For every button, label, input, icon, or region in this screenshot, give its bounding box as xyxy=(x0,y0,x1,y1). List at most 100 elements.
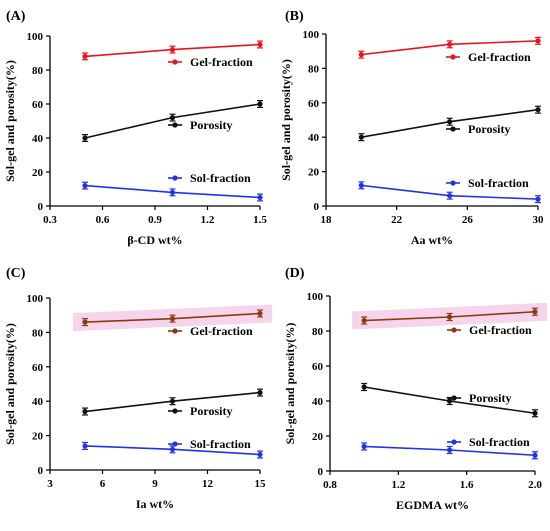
legend-label: Gel-fraction xyxy=(469,323,532,337)
legend-label: Porosity xyxy=(190,404,232,418)
series-gel-fraction xyxy=(358,36,541,59)
legend-label: Sol-fraction xyxy=(469,435,530,449)
x-tick-label: 6 xyxy=(100,478,106,490)
legend-swatch-marker xyxy=(450,180,456,186)
data-point xyxy=(358,182,364,188)
panel-label: (B) xyxy=(285,9,304,24)
chart-panel-4: 0 20 40 60 80 100 0.8 1.2 1.6 2.0 EGDMA wt% Sol-gel… xyxy=(283,266,547,512)
x-tick-label: 1.2 xyxy=(391,479,405,491)
y-tick-label: 80 xyxy=(32,65,44,77)
legend-item-porosity: Porosity xyxy=(168,118,232,132)
legend-swatch-marker xyxy=(172,441,178,447)
legend-label: Gel-fraction xyxy=(190,324,253,338)
data-point xyxy=(169,446,176,452)
y-tick-label: 100 xyxy=(307,291,324,303)
series-porosity xyxy=(361,382,538,418)
y-tick-label: 0 xyxy=(38,201,44,213)
data-point xyxy=(447,41,453,47)
data-point xyxy=(169,47,176,53)
legend-item-sol-fraction: Sol-fraction xyxy=(446,176,529,190)
x-axis-title: EGDMA wt% xyxy=(396,498,469,512)
data-point xyxy=(358,52,364,58)
series-gel-fraction xyxy=(82,309,263,327)
legend-swatch-marker xyxy=(172,408,178,414)
y-tick-label: 40 xyxy=(32,396,44,408)
data-point xyxy=(82,53,88,60)
y-tick-label: 20 xyxy=(32,167,44,179)
panel-label: (A) xyxy=(6,9,26,24)
data-point xyxy=(535,38,541,44)
data-point xyxy=(446,447,453,453)
data-point xyxy=(169,115,176,121)
legend-item-gel-fraction: Gel-fraction xyxy=(447,323,532,337)
legend-label: Sol-fraction xyxy=(190,437,251,451)
legend-item-gel-fraction: Gel-fraction xyxy=(168,55,253,69)
legend-label: Sol-fraction xyxy=(468,176,529,190)
data-point xyxy=(446,314,453,320)
x-tick-label: 0.3 xyxy=(43,214,57,226)
legend-swatch-marker xyxy=(172,328,178,334)
x-tick-label: 1.5 xyxy=(253,214,267,226)
y-tick-label: 100 xyxy=(27,31,44,43)
data-point xyxy=(361,317,367,324)
x-tick-label: 0.8 xyxy=(323,479,337,491)
data-point xyxy=(446,398,453,404)
legend-swatch-marker xyxy=(172,59,178,65)
legend-swatch-marker xyxy=(450,54,456,60)
x-tick-label: 26 xyxy=(462,214,474,226)
data-point xyxy=(82,319,88,325)
x-tick-label: 9 xyxy=(152,478,158,490)
data-point xyxy=(447,119,453,125)
y-axis-title: Sol-gel and porosity(%) xyxy=(3,323,17,445)
y-tick-label: 0 xyxy=(38,465,44,477)
series-sol-fraction xyxy=(358,181,541,204)
series-sol-fraction xyxy=(82,181,263,202)
x-tick-label: 0.6 xyxy=(96,214,110,226)
data-point xyxy=(535,107,541,113)
legend-label: Gel-fraction xyxy=(468,50,531,64)
data-point xyxy=(532,410,538,416)
y-tick-label: 40 xyxy=(32,133,44,145)
legend-item-porosity: Porosity xyxy=(447,391,511,405)
series-sol-fraction xyxy=(82,441,263,459)
legend-label: Sol-fraction xyxy=(190,171,251,185)
y-axis-title: Sol-gel and porosity(%) xyxy=(279,59,293,181)
y-tick-label: 80 xyxy=(308,63,320,75)
legend-label: Gel-fraction xyxy=(190,55,253,69)
y-tick-label: 0 xyxy=(314,201,320,213)
y-tick-label: 40 xyxy=(308,132,320,144)
panel-label: (C) xyxy=(6,266,26,281)
y-tick-label: 80 xyxy=(312,326,324,338)
data-point xyxy=(358,134,364,140)
legend-swatch-marker xyxy=(451,327,457,333)
series-sol-fraction xyxy=(361,442,538,460)
legend-item-gel-fraction: Gel-fraction xyxy=(168,324,253,338)
legend-label: Porosity xyxy=(469,391,511,405)
y-axis-title: Sol-gel and porosity(%) xyxy=(3,60,17,182)
data-point xyxy=(257,101,263,107)
data-point xyxy=(532,309,538,315)
legend-item-sol-fraction: Sol-fraction xyxy=(168,437,251,451)
data-point xyxy=(257,451,263,458)
legend-label: Porosity xyxy=(468,122,510,136)
legend-swatch-marker xyxy=(451,439,457,445)
data-point xyxy=(82,183,88,189)
legend-swatch-marker xyxy=(172,122,178,128)
x-tick-label: 1.6 xyxy=(460,479,474,491)
legend-item-gel-fraction: Gel-fraction xyxy=(446,50,531,64)
y-tick-label: 80 xyxy=(32,327,44,339)
legend-item-sol-fraction: Sol-fraction xyxy=(447,435,530,449)
y-tick-label: 100 xyxy=(303,29,320,41)
legend-swatch-marker xyxy=(172,175,178,181)
legend-label: Porosity xyxy=(190,118,232,132)
legend-item-sol-fraction: Sol-fraction xyxy=(168,171,251,185)
series-porosity xyxy=(82,99,263,142)
series-gel-fraction xyxy=(82,40,263,61)
legend-swatch-marker xyxy=(450,126,456,132)
y-tick-label: 60 xyxy=(32,362,44,374)
y-tick-label: 60 xyxy=(32,99,44,111)
y-tick-label: 20 xyxy=(312,431,324,443)
y-tick-label: 60 xyxy=(312,361,324,373)
